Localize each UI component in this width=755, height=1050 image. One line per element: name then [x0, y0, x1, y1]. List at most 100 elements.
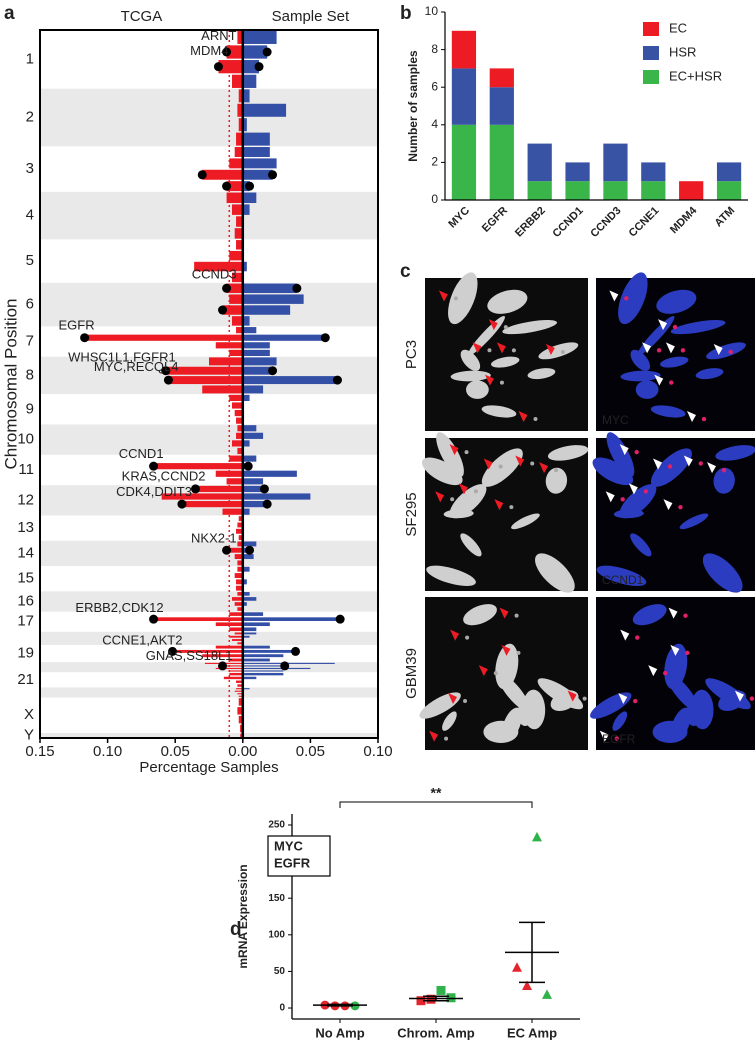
chromosome [502, 320, 558, 335]
bar [242, 334, 326, 341]
panel-letter: c [400, 261, 411, 282]
bar [222, 305, 243, 315]
arrowhead [599, 730, 609, 742]
bar [242, 612, 264, 616]
chromosome [635, 380, 659, 399]
chromosome-band [40, 282, 378, 327]
arrowhead [653, 458, 663, 470]
bar [236, 688, 243, 690]
series-header: TCGA [121, 8, 163, 25]
chromosome [702, 553, 743, 593]
bar [242, 305, 291, 315]
gene-label: CCND3 [192, 266, 237, 281]
peak-dot [213, 62, 223, 72]
y-tick-label: 12 [17, 491, 34, 508]
peak-dot [190, 484, 200, 494]
bar-segment [679, 181, 704, 200]
cell-line-label: PC3 [403, 340, 420, 369]
bar [242, 592, 250, 596]
ecdna-dot [614, 736, 619, 741]
bar-segment [527, 143, 552, 182]
ecdna-dot [749, 696, 755, 701]
bar [229, 250, 243, 261]
chromosome [491, 356, 520, 368]
bar [229, 349, 243, 356]
ecdna-dot [698, 461, 703, 466]
bar [242, 635, 250, 638]
peak-dot [292, 283, 302, 293]
bar [242, 645, 270, 649]
bar [223, 676, 243, 680]
chromosome [483, 720, 519, 743]
ecdna-dot [498, 464, 503, 469]
bar-segment [565, 181, 590, 200]
bar [242, 627, 257, 632]
bar [242, 485, 265, 493]
peak-dot [243, 461, 253, 471]
bar [153, 617, 243, 621]
bar [240, 734, 243, 736]
peak-dot [332, 375, 342, 385]
bar [242, 662, 335, 664]
bar-segment [489, 87, 514, 125]
point [522, 980, 532, 991]
bar-segment [451, 124, 477, 200]
bar [172, 649, 243, 653]
bar [242, 597, 257, 601]
bar [242, 342, 270, 349]
bar [242, 425, 257, 432]
bar [238, 118, 243, 132]
bar [242, 169, 273, 180]
arrowhead [605, 491, 615, 503]
arrowhead [628, 483, 638, 495]
ecdna-dot [624, 296, 629, 301]
ecdna-dot [667, 464, 673, 469]
bar [234, 632, 243, 635]
ecdna-dot [487, 348, 492, 353]
bar [242, 394, 250, 401]
x-tick-label: 0.05 [161, 743, 190, 760]
bar [242, 632, 257, 635]
arrowhead [488, 319, 498, 331]
bar [242, 665, 285, 667]
bar [236, 680, 243, 683]
bar [242, 554, 254, 560]
bar [231, 74, 243, 88]
cell-line-label: GBM39 [403, 648, 420, 699]
chromosome [538, 342, 579, 360]
gene-label: KRAS,CCND2 [122, 469, 206, 484]
y-tick-label: 6 [431, 79, 438, 93]
ecdna-dot [503, 325, 508, 330]
bar [168, 376, 243, 385]
bar [242, 493, 311, 500]
probe-label: EGFR [602, 732, 636, 746]
bar [242, 147, 270, 157]
arrowhead [545, 343, 555, 355]
bar [236, 432, 243, 439]
chromosome [596, 565, 647, 586]
x-tick-label: CCND1 [550, 205, 585, 240]
peak-dot [161, 366, 171, 376]
y-tick-label: 2 [431, 155, 438, 169]
ecdna-dot [582, 696, 587, 701]
bar [242, 455, 257, 462]
legend-swatch [643, 46, 659, 60]
arrowhead [501, 644, 511, 656]
peak-dot [259, 484, 269, 494]
chromosome [652, 720, 688, 743]
x-tick-label: ATM [712, 205, 737, 230]
peak-dot [222, 181, 232, 191]
bar [237, 425, 243, 432]
bar [236, 216, 243, 227]
x-tick-label: 0.15 [25, 743, 54, 760]
chromosome-band [40, 424, 378, 455]
ecdna-dot [444, 736, 449, 741]
bar [242, 261, 247, 272]
bar [209, 357, 243, 366]
bar [236, 585, 243, 591]
bar [231, 272, 243, 283]
y-tick-label: 8 [431, 42, 438, 56]
cell-line-label: SF295 [403, 492, 420, 536]
bar [242, 294, 304, 304]
arrowhead [648, 665, 658, 677]
